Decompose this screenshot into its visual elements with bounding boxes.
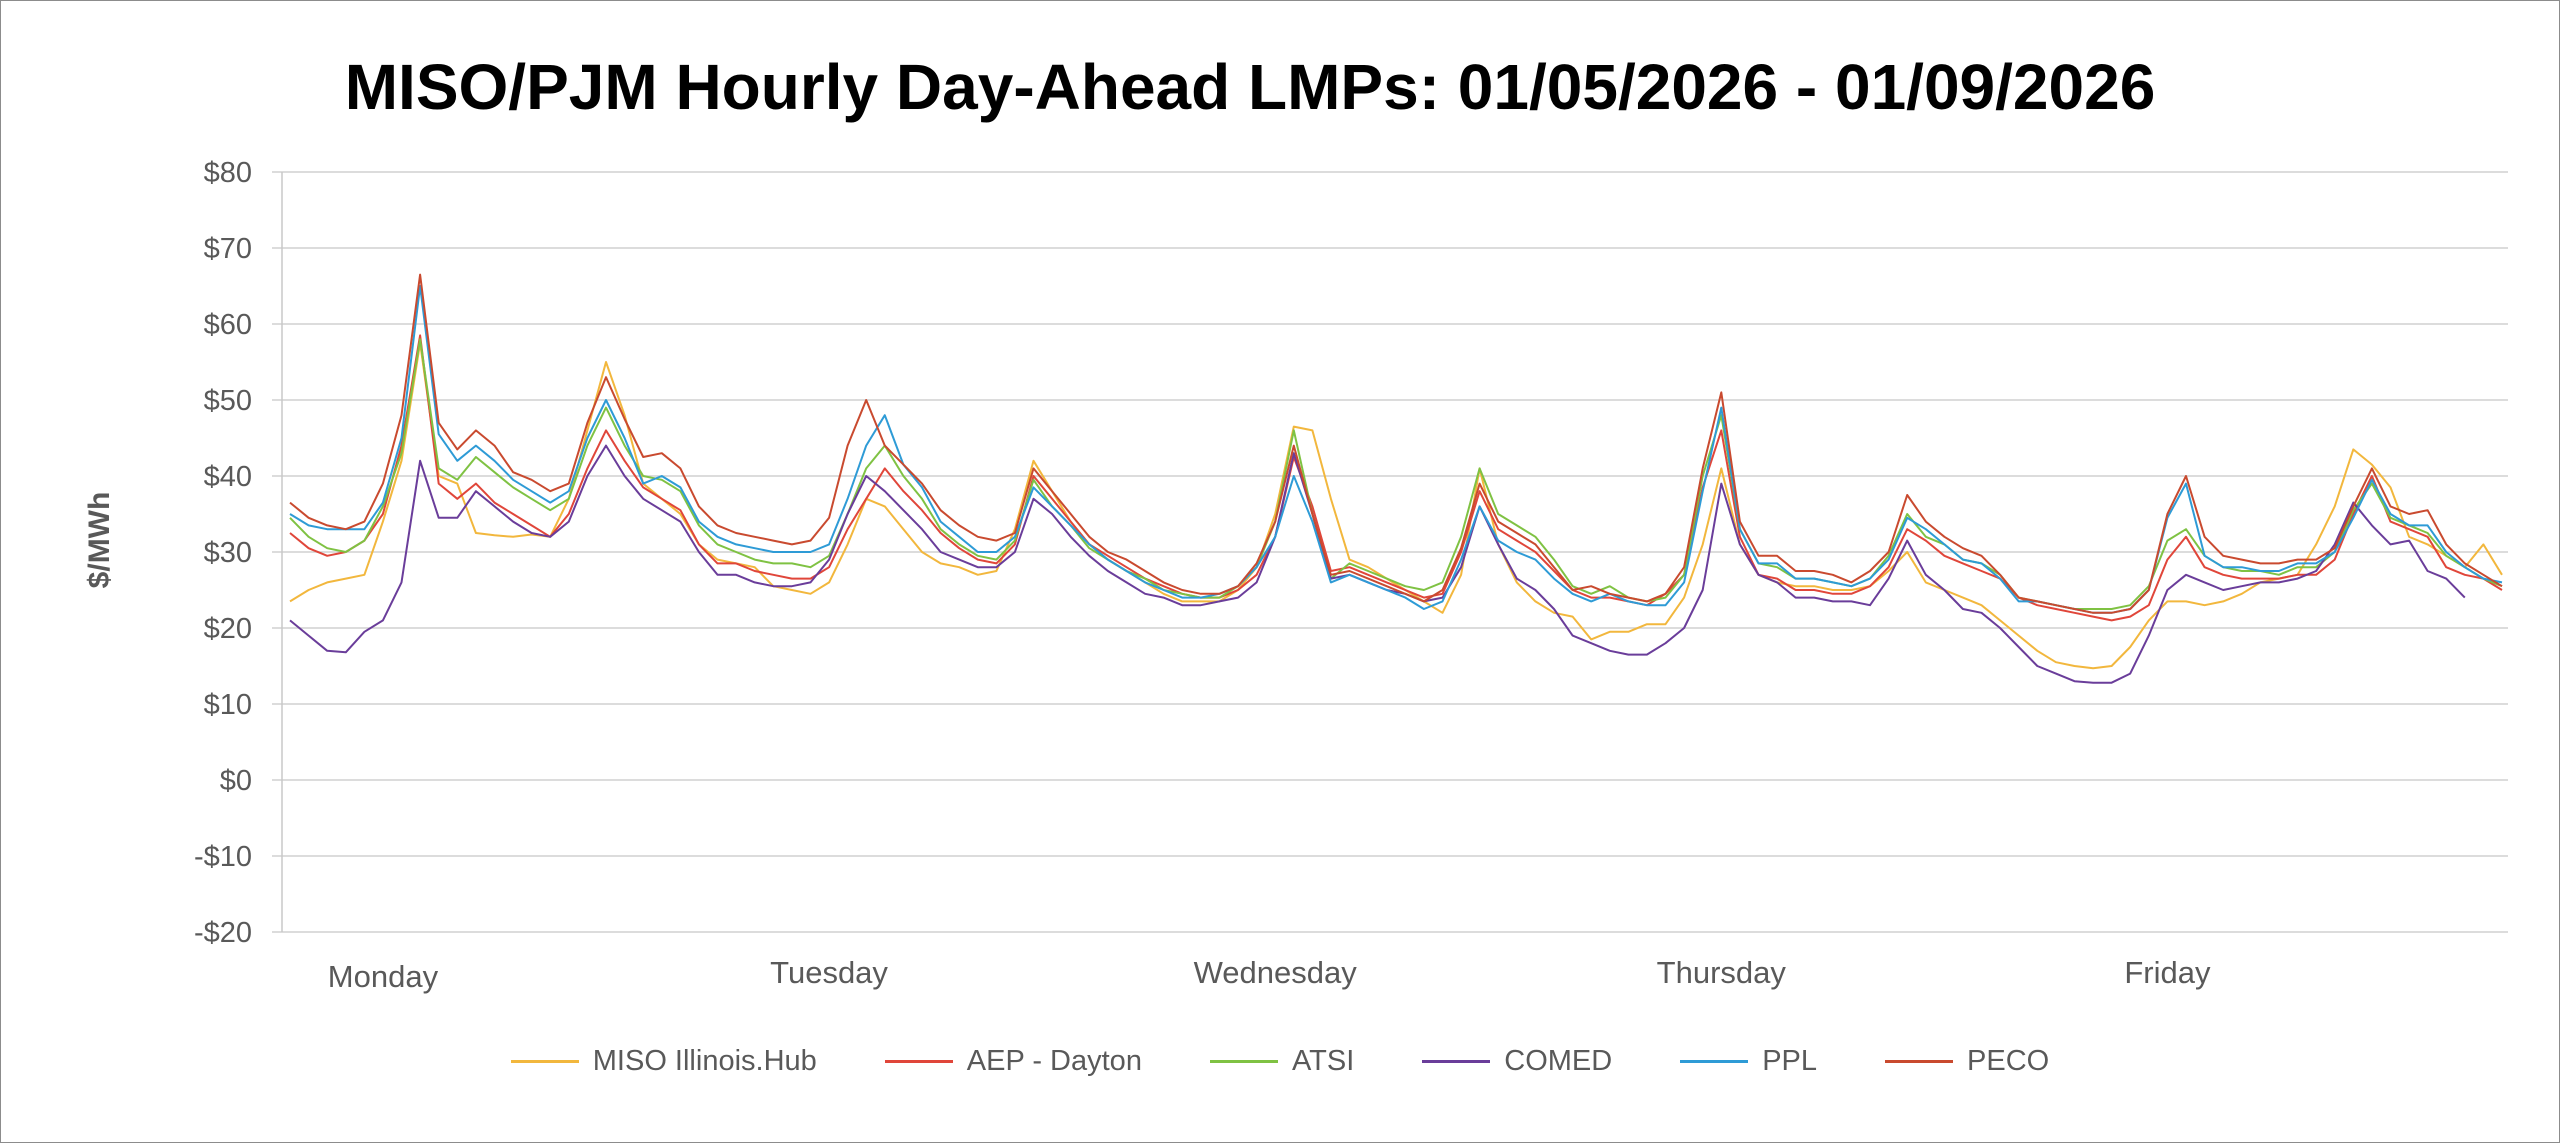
legend-item: PPL [1680,1045,1817,1078]
legend-label: AEP - Dayton [966,1045,1142,1077]
legend-swatch [1422,1060,1491,1063]
y-tick-label: $70 [204,233,252,265]
legend-label: PECO [1967,1045,2050,1077]
series-line-peco [289,273,2503,614]
legend-swatch [1680,1060,1749,1063]
legend-label: ATSI [1291,1045,1355,1077]
y-tick-label: $20 [204,613,252,645]
y-tick-label: $40 [204,461,252,493]
legend-swatch [884,1060,953,1063]
day-labels: Monday Tuesday Wednesday Thursday Friday [328,955,2211,994]
series-line-aep-dayton [289,334,2503,622]
legend-swatch [1885,1060,1954,1063]
legend-item: MISO Illinois.Hub [510,1045,817,1078]
y-tick-label: $60 [204,309,252,341]
legend-label: MISO Illinois.Hub [592,1045,817,1077]
day-label: Tuesday [770,955,888,990]
y-tick-label: -$20 [194,917,252,949]
legend-label: PPL [1762,1045,1818,1077]
series-line-atsi [289,338,2503,610]
day-label: Wednesday [1194,955,1358,990]
legend-item: AEP - Dayton [884,1045,1142,1078]
y-tick-label: $30 [204,537,252,569]
y-tick-label: $10 [204,689,252,721]
legend-label: COMED [1504,1045,1613,1077]
day-label: Friday [2124,955,2211,990]
legend-swatch [1209,1060,1278,1063]
series-line-ppl [289,285,2503,614]
legend-swatch [510,1060,579,1063]
legend-item: PECO [1885,1045,2049,1078]
chart-title: MISO/PJM Hourly Day-Ahead LMPs: 01/05/20… [344,51,2156,123]
series-line-comed [289,444,2466,684]
legend-item: ATSI [1209,1045,1355,1078]
gridlines [272,171,2508,933]
legend: MISO Illinois.Hub AEP - Dayton ATSI COMED PP… [0,1045,2560,1078]
day-label: Monday [328,959,439,994]
day-label: Thursday [1657,955,1787,990]
series-line-miso-illinois-hub [289,342,2503,670]
series-lines [289,273,2503,684]
y-tick-label: -$10 [194,841,252,873]
y-tick-labels: $80 $70 $60 $50 $40 $30 $20 $10 $0 -$10 -$20 [194,157,252,949]
legend-item: COMED [1422,1045,1612,1078]
y-tick-label: $0 [220,765,252,797]
y-tick-label: $80 [204,157,252,189]
y-tick-label: $50 [204,385,252,417]
